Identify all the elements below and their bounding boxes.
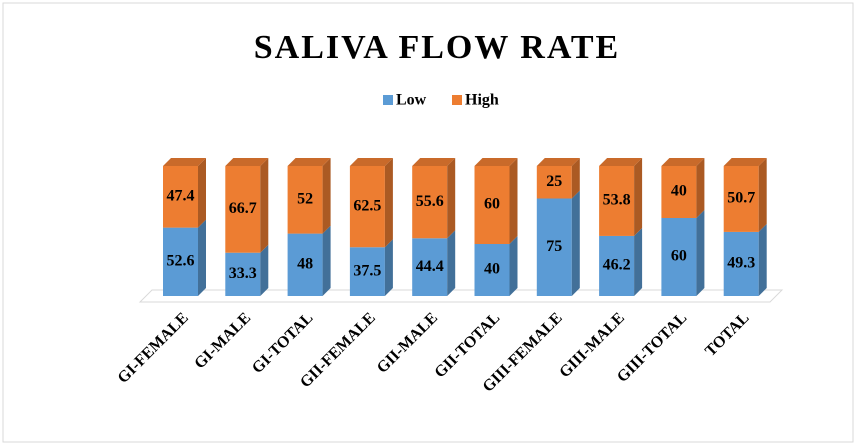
bar-side bbox=[509, 158, 518, 244]
bar-segment bbox=[474, 244, 510, 296]
bar-side bbox=[260, 244, 269, 296]
bar-segment bbox=[287, 166, 323, 234]
bar-top bbox=[412, 158, 456, 166]
bar-segment bbox=[536, 166, 572, 199]
data-label: 52.6 bbox=[167, 252, 195, 269]
bar-segment bbox=[599, 166, 635, 236]
data-label: 50.7 bbox=[727, 190, 755, 207]
bar-top bbox=[661, 158, 705, 166]
data-label: 44.4 bbox=[416, 258, 444, 275]
legend-swatch bbox=[452, 95, 462, 105]
data-label: 25 bbox=[546, 173, 562, 190]
bar-segment bbox=[599, 235, 635, 296]
data-label: 75 bbox=[546, 238, 562, 255]
bar-segment bbox=[661, 218, 697, 296]
bar-side bbox=[384, 158, 393, 248]
data-label: 40 bbox=[484, 261, 500, 278]
data-label: 60 bbox=[671, 248, 687, 265]
bar-segment bbox=[412, 166, 448, 239]
bar-top bbox=[225, 158, 269, 166]
bar-segment bbox=[349, 166, 385, 248]
data-label: 48 bbox=[297, 255, 313, 272]
bar-side bbox=[260, 158, 269, 253]
bar-top bbox=[163, 158, 206, 166]
data-label: 47.4 bbox=[167, 187, 195, 204]
legend-label: High bbox=[465, 92, 499, 109]
bar-side bbox=[509, 236, 518, 296]
bar-segment bbox=[287, 233, 323, 296]
legend-swatch bbox=[383, 95, 393, 105]
bar-side bbox=[696, 210, 705, 296]
bar-side bbox=[758, 158, 767, 232]
bar-side bbox=[571, 190, 580, 296]
data-label: 40 bbox=[671, 183, 687, 200]
bar-side bbox=[198, 158, 206, 228]
bar-segment bbox=[163, 227, 198, 296]
chart-title: SALIVA FLOW RATE bbox=[254, 29, 620, 66]
bar-side bbox=[447, 230, 456, 296]
data-label: 53.8 bbox=[603, 192, 631, 209]
legend-label: Low bbox=[396, 92, 427, 109]
bar-side bbox=[447, 158, 456, 239]
data-label: 62.5 bbox=[353, 197, 381, 214]
bar-segment bbox=[536, 198, 572, 296]
bar-top bbox=[349, 158, 393, 166]
data-label: 49.3 bbox=[727, 255, 755, 272]
bar-top bbox=[536, 158, 580, 166]
data-label: 37.5 bbox=[353, 262, 381, 279]
bar-segment bbox=[723, 166, 759, 232]
bar-segment bbox=[225, 252, 261, 296]
bar-top bbox=[287, 158, 331, 166]
data-label: 46.2 bbox=[603, 257, 631, 274]
bar-segment bbox=[661, 166, 697, 218]
bar-segment bbox=[474, 166, 510, 244]
bar-top bbox=[599, 158, 643, 166]
bar-top bbox=[723, 158, 767, 166]
bar-side bbox=[384, 239, 393, 296]
bar-segment bbox=[723, 231, 759, 296]
bar-top bbox=[474, 158, 518, 166]
bar-segment bbox=[349, 247, 385, 296]
bar-segment bbox=[225, 166, 261, 253]
bar-side bbox=[322, 225, 331, 296]
bar-side bbox=[696, 158, 705, 218]
data-label: 60 bbox=[484, 196, 500, 213]
bar-side bbox=[198, 219, 206, 296]
data-label: 52 bbox=[297, 190, 313, 207]
data-label: 55.6 bbox=[416, 193, 444, 210]
bar-side bbox=[758, 223, 767, 296]
data-label: 33.3 bbox=[229, 265, 257, 282]
bar-segment bbox=[412, 238, 448, 296]
data-label: 66.7 bbox=[229, 200, 257, 217]
bar-side bbox=[634, 158, 643, 236]
bar-side bbox=[322, 158, 331, 234]
bar-segment bbox=[163, 166, 198, 228]
bar-side bbox=[634, 227, 643, 296]
bar-side bbox=[571, 158, 580, 199]
